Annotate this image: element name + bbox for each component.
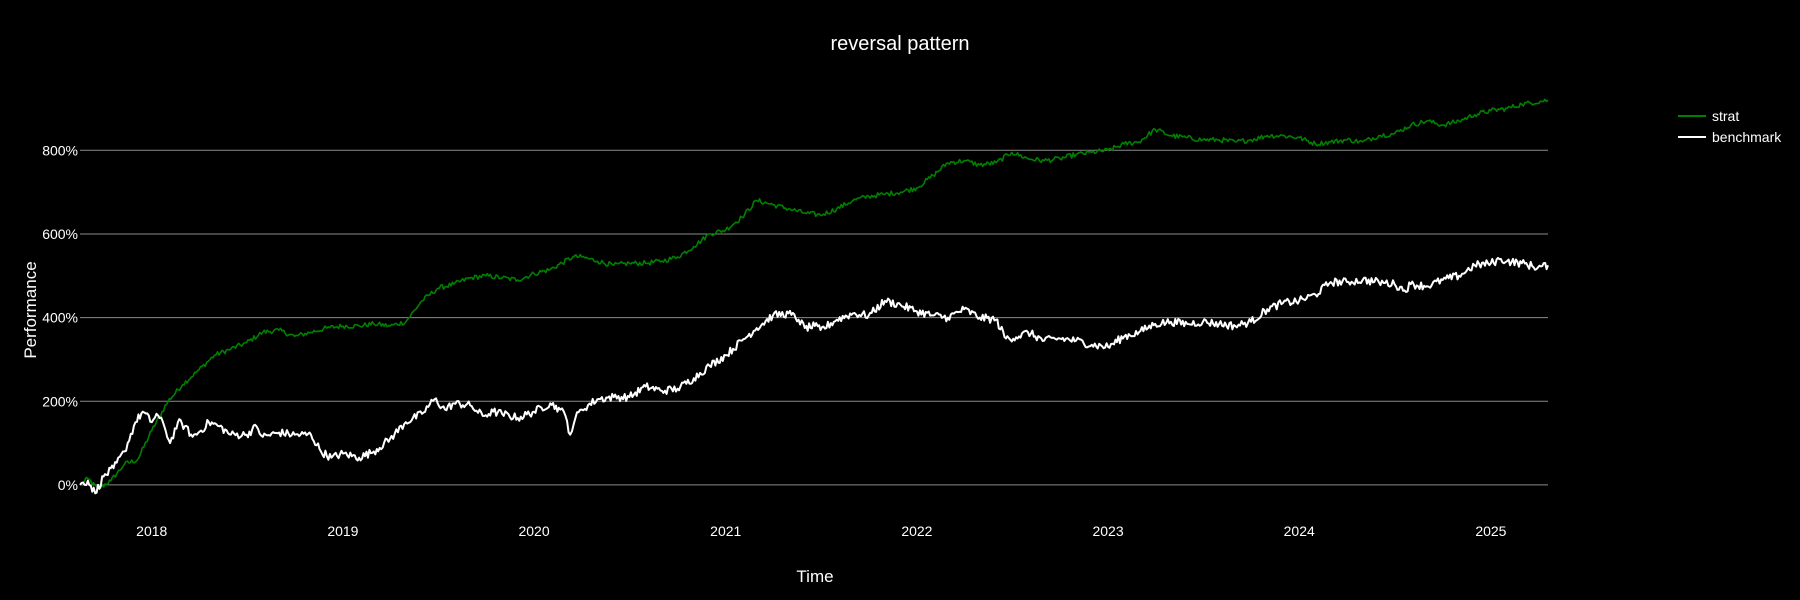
legend-label-benchmark[interactable]: benchmark xyxy=(1712,129,1782,145)
y-axis-ticks: 0% 200% 400% 600% 800% xyxy=(42,142,78,493)
series-line-benchmark xyxy=(79,256,1549,495)
series-lines xyxy=(79,98,1549,495)
x-tick-label: 2024 xyxy=(1284,523,1315,539)
x-tick-label: 2025 xyxy=(1475,523,1506,539)
x-tick-label: 2021 xyxy=(710,523,741,539)
x-tick-label: 2023 xyxy=(1092,523,1123,539)
legend-label-strat[interactable]: strat xyxy=(1712,108,1739,124)
y-tick-label: 400% xyxy=(42,310,78,326)
x-tick-label: 2018 xyxy=(136,523,167,539)
y-axis-title: Performance xyxy=(21,261,40,358)
series-line-strat xyxy=(79,98,1549,490)
x-tick-label: 2019 xyxy=(327,523,358,539)
gridlines xyxy=(80,149,1548,486)
x-axis-title: Time xyxy=(796,567,833,586)
y-tick-label: 0% xyxy=(58,477,78,493)
x-axis-ticks: 2018 2019 2020 2021 2022 2023 2024 2025 xyxy=(136,523,1507,539)
y-tick-label: 600% xyxy=(42,226,78,242)
y-tick-label: 200% xyxy=(42,393,78,409)
y-tick-label: 800% xyxy=(42,142,78,158)
chart-title: reversal pattern xyxy=(831,33,970,55)
x-tick-label: 2022 xyxy=(901,523,932,539)
legend[interactable]: strat benchmark xyxy=(1678,108,1782,145)
x-tick-label: 2020 xyxy=(518,523,549,539)
